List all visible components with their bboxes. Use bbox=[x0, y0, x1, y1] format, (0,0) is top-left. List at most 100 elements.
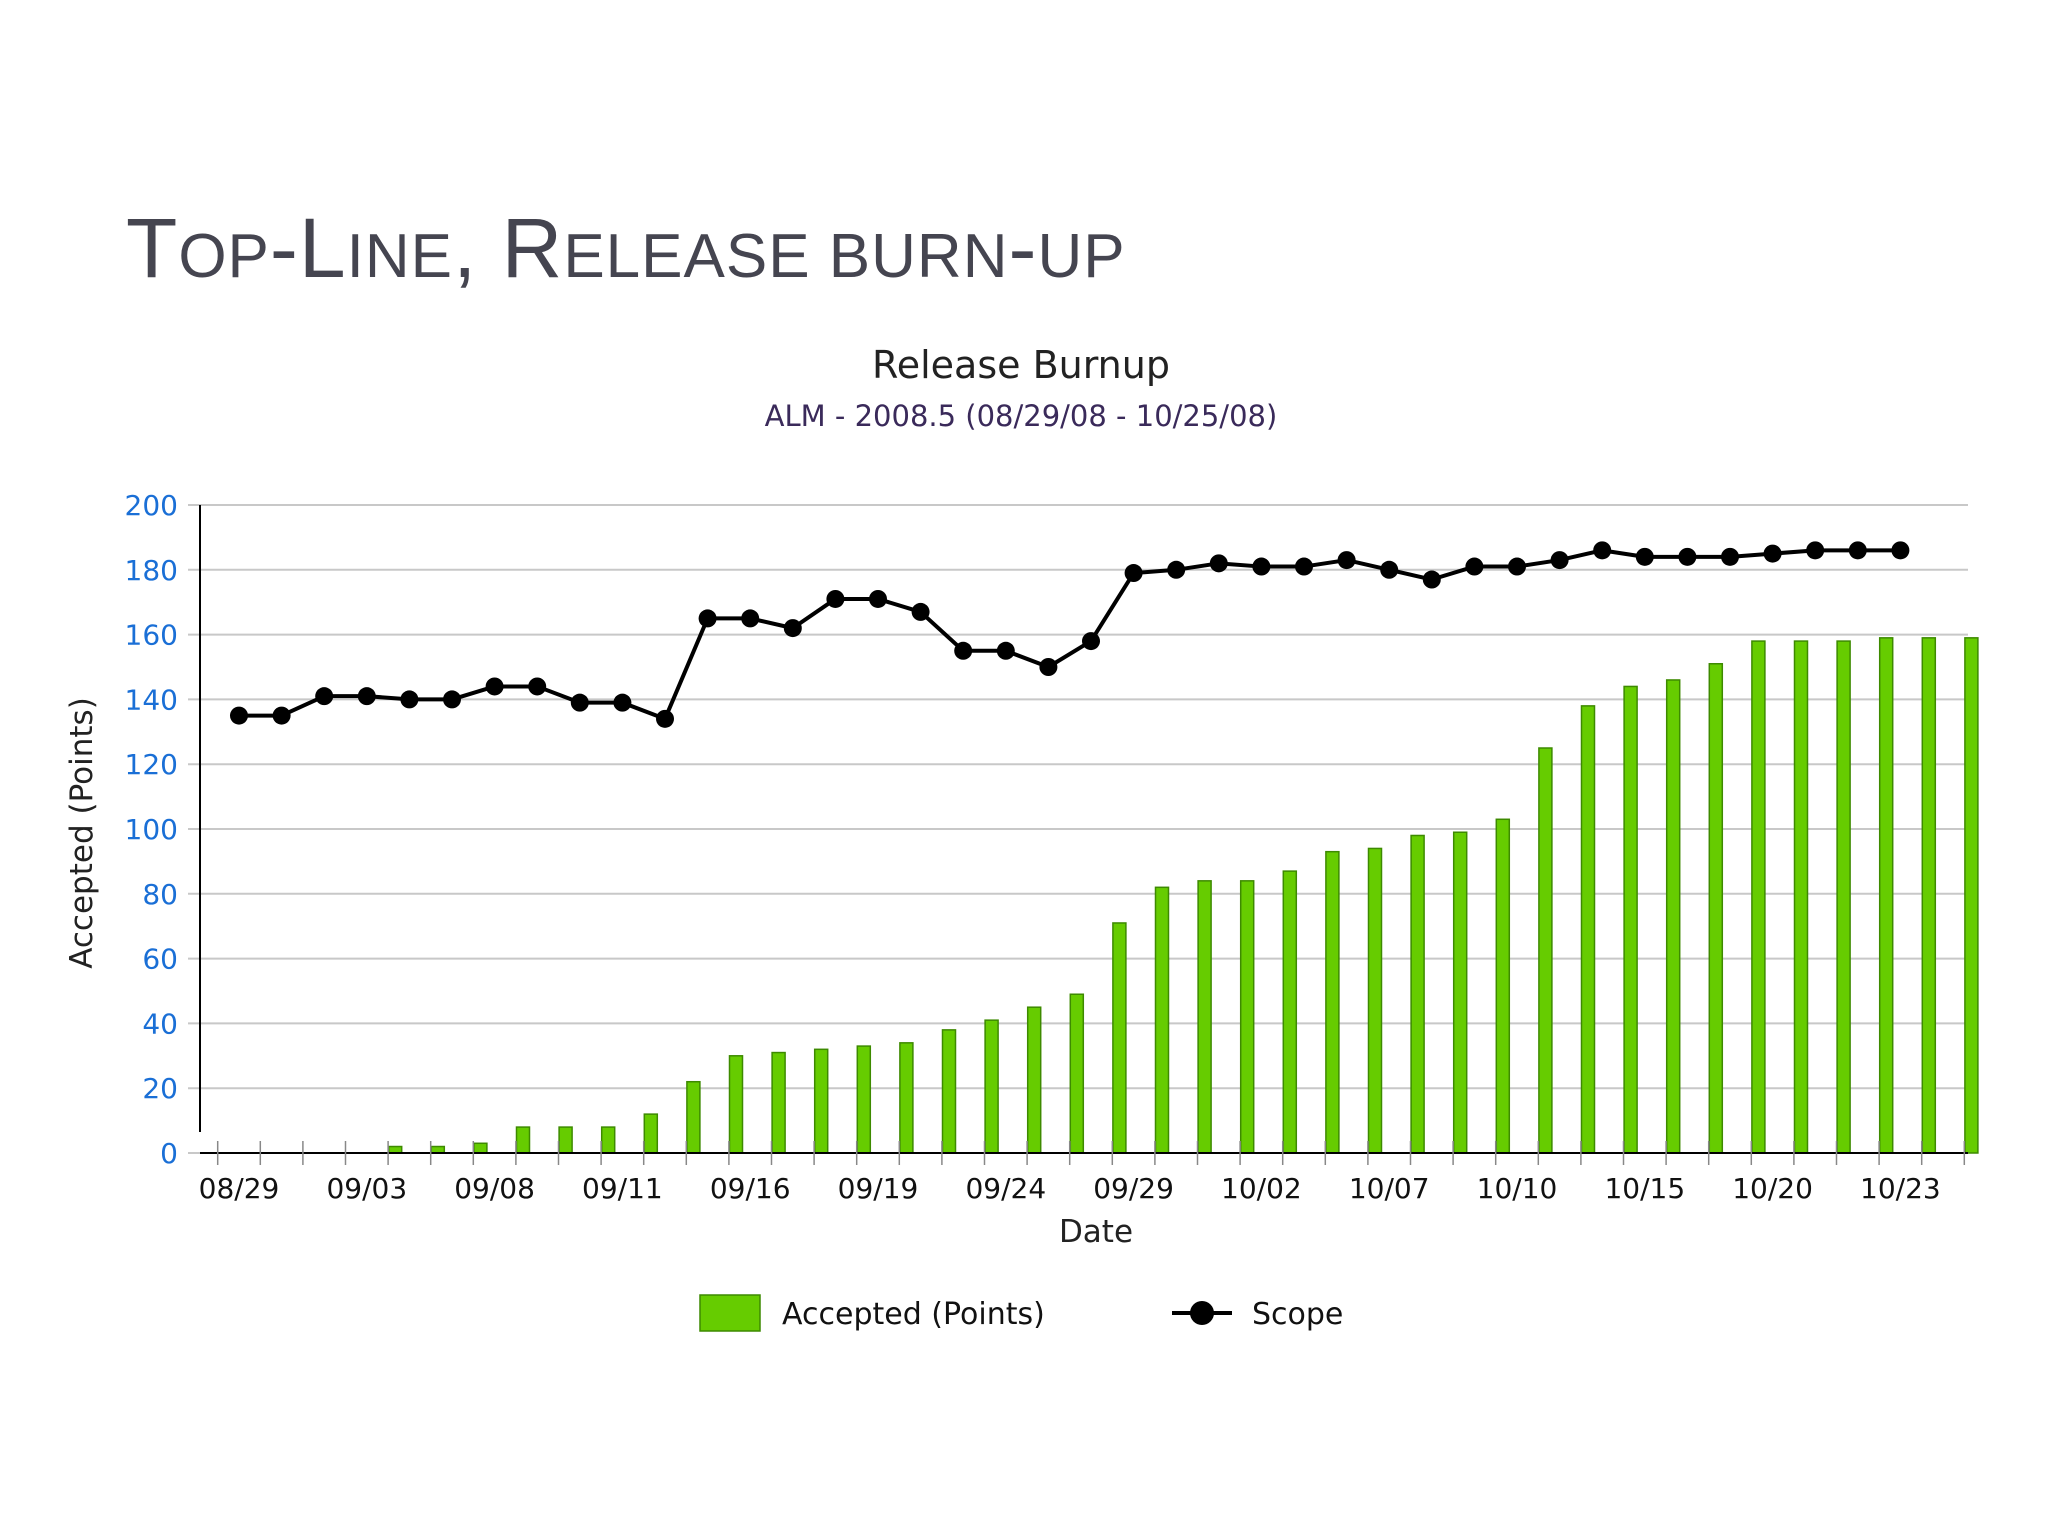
scope-point bbox=[996, 641, 1015, 660]
x-tick-label: 09/16 bbox=[710, 1172, 791, 1205]
x-tick-label: 09/29 bbox=[1093, 1172, 1174, 1205]
slide-title-part: UP bbox=[1037, 222, 1126, 291]
slide-title-part: -L bbox=[269, 201, 347, 295]
scope-point bbox=[443, 690, 461, 709]
accepted-bar bbox=[856, 1045, 872, 1154]
y-tick-label: 160 bbox=[125, 619, 178, 652]
accepted-bar bbox=[1538, 747, 1553, 1154]
legend-swatch-scope-marker bbox=[1190, 1301, 1214, 1325]
accepted-bar bbox=[1793, 640, 1809, 1154]
scope-point bbox=[911, 602, 930, 621]
x-tick-label: 09/11 bbox=[582, 1172, 663, 1205]
scope-point bbox=[1295, 557, 1313, 576]
x-tick-label: 08/29 bbox=[199, 1172, 280, 1205]
y-tick-label: 120 bbox=[125, 748, 178, 781]
y-tick-label: 20 bbox=[142, 1072, 178, 1105]
y-tick-label: 100 bbox=[125, 813, 178, 846]
scope-point bbox=[1039, 658, 1058, 676]
accepted-bar bbox=[558, 1126, 573, 1154]
x-tick-label: 10/02 bbox=[1221, 1172, 1302, 1205]
x-axis-label: Date bbox=[1059, 1214, 1133, 1250]
scope-point bbox=[869, 589, 887, 608]
slide-title-part: ELEASE BURN bbox=[563, 222, 1009, 291]
scope-point bbox=[1508, 557, 1526, 576]
accepted-bar bbox=[1282, 870, 1298, 1154]
accepted-bar bbox=[728, 1055, 744, 1154]
scope-point bbox=[570, 693, 589, 712]
accepted-bar bbox=[1495, 818, 1511, 1154]
slide-title-part: , R bbox=[452, 201, 564, 295]
scope-point bbox=[357, 687, 376, 706]
accepted-bar bbox=[771, 1051, 786, 1154]
scope-point bbox=[1891, 541, 1910, 560]
slide-title-part: INE bbox=[346, 222, 453, 291]
scope-point bbox=[230, 706, 248, 725]
scope-point bbox=[315, 687, 334, 706]
accepted-bar bbox=[1069, 993, 1085, 1154]
x-tick-label: 09/03 bbox=[326, 1172, 407, 1205]
scope-point bbox=[613, 693, 632, 712]
scope-point bbox=[1678, 547, 1697, 566]
accepted-bar bbox=[1239, 880, 1255, 1154]
accepted-bar bbox=[813, 1048, 829, 1154]
scope-point bbox=[1337, 551, 1356, 570]
x-tick-label: 10/23 bbox=[1860, 1172, 1941, 1205]
scope-point bbox=[528, 677, 547, 696]
accepted-bar bbox=[1964, 637, 1979, 1154]
accepted-bar bbox=[1410, 834, 1425, 1154]
x-tick-label: 09/24 bbox=[965, 1172, 1046, 1205]
legend-label-accepted: Accepted (Points) bbox=[782, 1297, 1045, 1332]
chart-title: Release Burnup bbox=[872, 343, 1170, 387]
accepted-bar bbox=[1836, 640, 1851, 1154]
accepted-bar bbox=[1154, 886, 1170, 1154]
accepted-bar bbox=[1878, 637, 1894, 1154]
accepted-bar bbox=[1367, 847, 1383, 1154]
scope-point bbox=[1209, 554, 1228, 573]
scope-point bbox=[1593, 541, 1612, 560]
scope-point bbox=[1763, 544, 1782, 563]
scope-point bbox=[741, 609, 760, 628]
x-tick-label: 10/07 bbox=[1349, 1172, 1430, 1205]
scope-point bbox=[1124, 564, 1143, 583]
scope-point bbox=[656, 709, 674, 728]
scope-point bbox=[1465, 557, 1484, 576]
y-tick-label: 140 bbox=[125, 683, 178, 716]
scope-point bbox=[1635, 547, 1654, 566]
x-tick-label: 10/10 bbox=[1477, 1172, 1558, 1205]
scope-point bbox=[1082, 632, 1100, 651]
accepted-bar bbox=[686, 1080, 701, 1154]
legend-label-scope: Scope bbox=[1252, 1297, 1343, 1332]
x-tick-label: 09/19 bbox=[838, 1172, 919, 1205]
accepted-bar bbox=[473, 1142, 488, 1154]
accepted-bar bbox=[1665, 679, 1681, 1154]
slide-title-part: T bbox=[126, 201, 179, 295]
scope-point bbox=[698, 609, 717, 628]
scope-point bbox=[1550, 551, 1569, 570]
scope-point bbox=[1806, 541, 1825, 560]
scope-point bbox=[400, 690, 419, 709]
scope-point bbox=[783, 619, 802, 638]
accepted-bar bbox=[1708, 663, 1724, 1154]
slide-title-part: - bbox=[1008, 201, 1038, 295]
accepted-bar bbox=[1452, 831, 1468, 1154]
scope-point bbox=[485, 677, 504, 696]
legend-swatch-accepted bbox=[699, 1294, 761, 1332]
scope-point bbox=[1252, 557, 1271, 576]
scope-point bbox=[826, 589, 845, 608]
accepted-bar bbox=[941, 1029, 957, 1154]
scope-point bbox=[1848, 541, 1867, 560]
accepted-bar bbox=[1580, 705, 1596, 1154]
accepted-bar bbox=[1623, 685, 1638, 1154]
y-axis-label: Accepted (Points) bbox=[64, 697, 100, 969]
scope-point bbox=[1380, 560, 1399, 579]
y-tick-label: 80 bbox=[142, 878, 178, 911]
accepted-bar bbox=[515, 1126, 531, 1154]
accepted-bar bbox=[1197, 880, 1212, 1154]
accepted-bar bbox=[1026, 1006, 1042, 1154]
x-tick-label: 10/15 bbox=[1604, 1172, 1685, 1205]
accepted-bar bbox=[1112, 922, 1127, 1154]
chart-subtitle: ALM - 2008.5 (08/29/08 - 10/25/08) bbox=[765, 399, 1278, 433]
accepted-bar bbox=[1921, 637, 1937, 1154]
y-tick-label: 200 bbox=[125, 489, 178, 522]
